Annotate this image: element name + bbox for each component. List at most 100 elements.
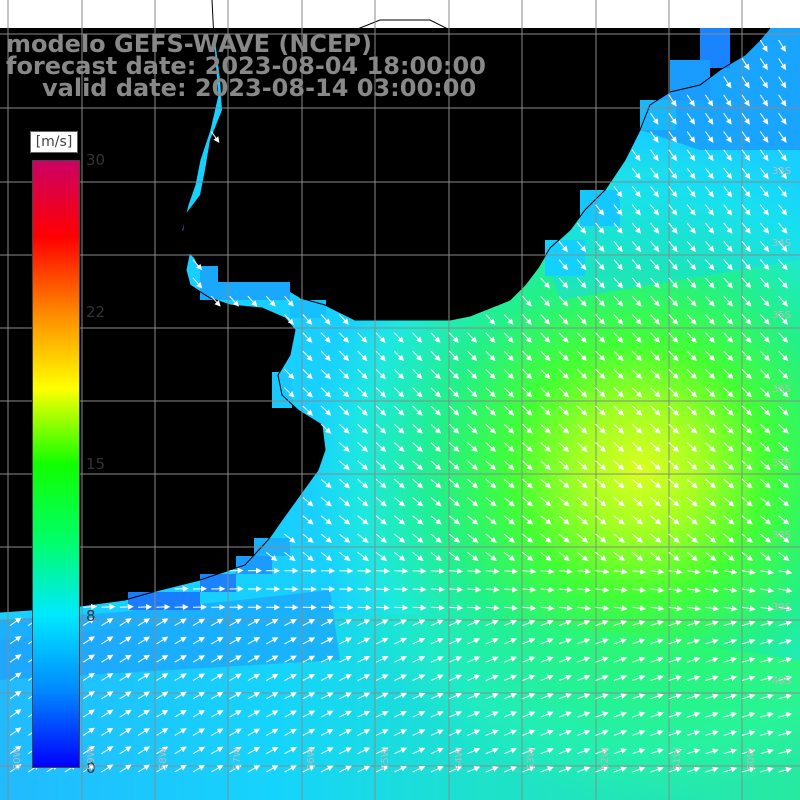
wind-arrow — [576, 478, 588, 489]
wind-arrow — [576, 405, 588, 416]
wind-arrow — [741, 240, 751, 253]
wind-arrow — [613, 568, 628, 575]
wind-arrow — [540, 747, 554, 755]
wind-arrow — [247, 728, 261, 736]
wind-arrow — [448, 674, 463, 681]
wind-arrow — [668, 423, 680, 434]
wind-arrow — [448, 766, 463, 773]
wind-arrow — [650, 620, 664, 627]
wind-arrow — [302, 637, 316, 645]
wind-arrow — [485, 568, 500, 575]
wind-arrow — [613, 222, 623, 234]
wind-arrow — [668, 204, 678, 216]
wind-arrow — [540, 638, 554, 645]
wind-arrow — [650, 693, 664, 700]
wind-arrow — [394, 674, 408, 681]
wind-arrow — [485, 442, 497, 452]
wind-arrow — [741, 131, 751, 143]
wind-arrow — [522, 619, 536, 627]
wind-arrow — [540, 387, 551, 398]
wind-arrow — [284, 619, 297, 627]
wind-arrow — [430, 619, 444, 627]
wind-arrow — [375, 552, 388, 562]
wind-arrow — [759, 149, 769, 162]
wind-arrow — [375, 604, 390, 611]
wind-arrow — [448, 369, 460, 380]
wind-arrow — [613, 332, 624, 343]
wind-arrow — [595, 259, 605, 271]
wind-arrow — [503, 656, 518, 663]
wind-arrow — [576, 332, 587, 343]
wind-arrow — [631, 167, 641, 180]
wind-arrow — [558, 295, 569, 307]
wind-arrow — [650, 277, 660, 289]
title-forecast-date: forecast date: 2023-08-04 18:00:00 — [6, 52, 486, 80]
wind-arrow — [668, 730, 683, 736]
wind-arrow — [704, 94, 714, 107]
wind-arrow — [302, 497, 314, 507]
wind-arrow — [448, 332, 459, 343]
wind-arrow — [156, 764, 169, 773]
latitude-label: 38S — [772, 530, 792, 541]
wind-arrow — [485, 515, 497, 525]
wind-arrow — [9, 764, 22, 773]
wind-arrow — [522, 747, 536, 755]
wind-arrow — [394, 765, 408, 773]
wind-arrow — [503, 533, 516, 543]
wind-arrow — [339, 515, 351, 525]
wind-arrow — [668, 405, 679, 416]
wind-arrow — [741, 58, 750, 71]
wind-arrow — [686, 387, 698, 398]
wind-arrow — [320, 692, 334, 700]
wind-arrow — [650, 638, 664, 645]
wind-arrow — [558, 711, 573, 718]
wind-arrow — [302, 728, 316, 736]
wind-arrow — [192, 764, 206, 773]
wind-arrow — [741, 369, 752, 380]
wind-arrow — [705, 766, 719, 773]
wind-arrow — [339, 655, 352, 663]
wind-arrow — [522, 332, 532, 343]
wind-arrow — [82, 727, 95, 736]
wind-arrow — [82, 764, 95, 773]
wind-arrow — [759, 478, 771, 489]
wind-arrow — [723, 131, 732, 143]
wind-arrow — [485, 619, 499, 627]
wind-arrow — [595, 405, 606, 416]
wind-arrow — [302, 533, 314, 543]
wind-arrow — [631, 423, 643, 434]
wind-arrow — [357, 387, 368, 398]
wind-arrow — [357, 674, 371, 681]
wind-arrow — [631, 259, 642, 271]
wind-arrow — [686, 204, 696, 216]
wind-arrow — [522, 674, 536, 681]
wind-arrow — [284, 369, 295, 380]
wind-arrow — [686, 552, 699, 562]
wind-arrow — [558, 497, 570, 507]
wind-arrow — [613, 460, 625, 471]
wind-arrow — [467, 568, 482, 575]
wind-arrow — [759, 552, 772, 562]
wind-arrow — [595, 729, 609, 736]
wind-arrow — [668, 112, 677, 125]
wind-arrow — [631, 277, 642, 289]
wind-arrow — [613, 240, 623, 253]
wind-arrow — [613, 638, 628, 645]
wind-arrow — [339, 460, 350, 471]
wind-arrow — [339, 637, 352, 645]
wind-arrow — [375, 710, 389, 718]
wind-arrow — [613, 586, 628, 593]
wind-arrow — [631, 222, 642, 234]
wind-arrow — [467, 552, 479, 562]
wind-arrow — [448, 423, 460, 434]
wind-arrow — [467, 729, 481, 736]
wind-arrow — [632, 605, 647, 612]
wind-arrow — [522, 423, 533, 434]
wind-arrow — [156, 728, 169, 736]
wind-arrow — [759, 295, 770, 307]
wind-arrow — [613, 533, 625, 543]
wind-arrow — [9, 745, 22, 755]
wind-arrow — [723, 314, 734, 325]
